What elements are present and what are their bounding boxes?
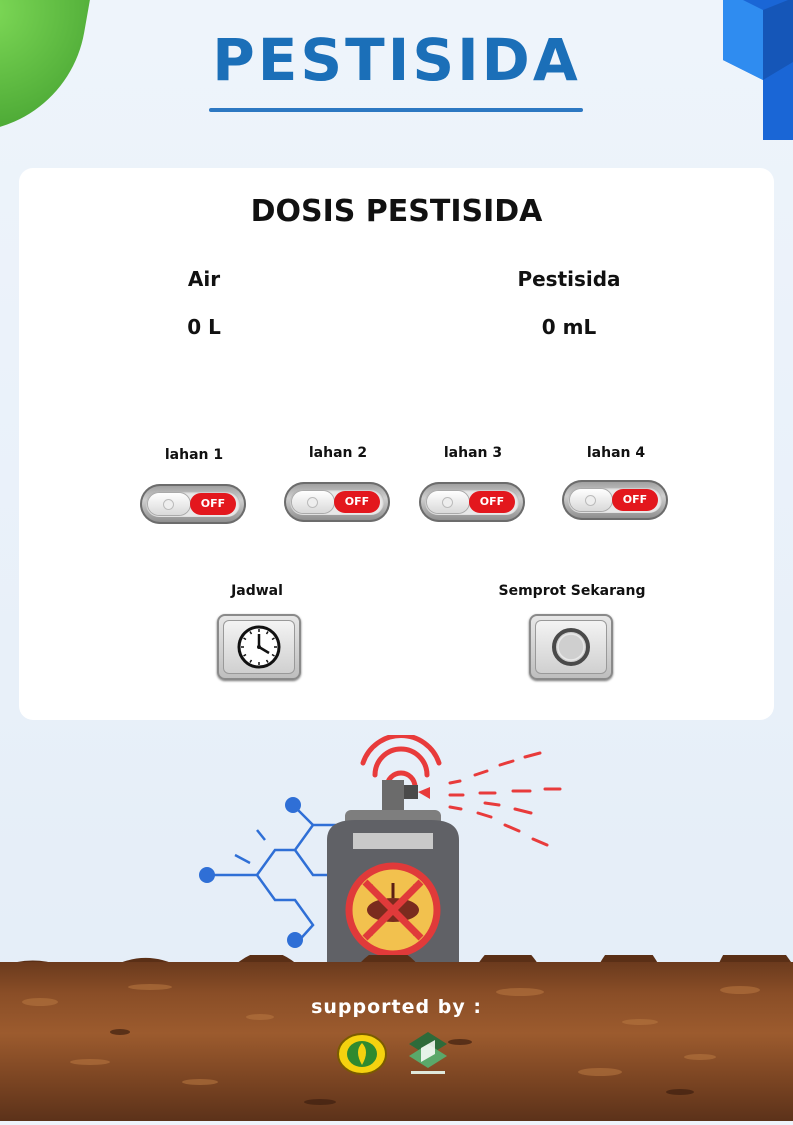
- land-4-label: lahan 4: [586, 445, 646, 461]
- water-value: 0 L: [187, 315, 221, 339]
- ministry-logo: [337, 1033, 387, 1075]
- toggle-state: OFF: [612, 489, 658, 511]
- molecule-node: [199, 867, 215, 883]
- land-3-label: lahan 3: [443, 445, 503, 461]
- schedule-label: Jadwal: [231, 583, 283, 599]
- water-label: Air: [187, 267, 221, 291]
- pesticide-value: 0 mL: [541, 315, 597, 339]
- toggle-knob: [570, 489, 612, 511]
- land-3-toggle[interactable]: OFF: [419, 482, 525, 522]
- spray-now-button[interactable]: [529, 614, 613, 680]
- molecule-node: [285, 797, 301, 813]
- cube-decoration: [723, 0, 793, 140]
- pesticide-label: Pestisida: [517, 267, 621, 291]
- dosage-card: DOSIS PESTISIDA Air 0 L Pestisida 0 mL l…: [19, 168, 774, 720]
- land-4-toggle[interactable]: OFF: [562, 480, 668, 520]
- title-underline: [209, 108, 583, 112]
- spray-button-face: [535, 620, 607, 674]
- land-2-toggle[interactable]: OFF: [284, 482, 390, 522]
- page-title: PESTISIDA: [212, 26, 581, 94]
- soil-background: [0, 962, 793, 1121]
- toggle-knob: [148, 493, 190, 515]
- toggle-state: OFF: [334, 491, 380, 513]
- agro-logo: [409, 1032, 447, 1074]
- schedule-button-face: [223, 620, 295, 674]
- circle-button-icon: [552, 628, 590, 666]
- land-1-toggle[interactable]: OFF: [140, 484, 246, 524]
- schedule-button[interactable]: [217, 614, 301, 680]
- molecule-node: [287, 932, 303, 948]
- card-title: DOSIS PESTISIDA: [250, 194, 543, 229]
- clock-icon: [237, 625, 281, 669]
- spray-now-label: Semprot Sekarang: [498, 583, 646, 599]
- pesticide-spray-can-icon: [199, 735, 562, 970]
- land-1-label: lahan 1: [164, 447, 224, 463]
- toggle-knob: [427, 491, 469, 513]
- toggle-state: OFF: [190, 493, 236, 515]
- soil-texture: [22, 984, 760, 1105]
- toggle-state: OFF: [469, 491, 515, 513]
- supported-by-label: supported by :: [311, 996, 482, 1018]
- land-2-label: lahan 2: [308, 445, 368, 461]
- toggle-knob: [292, 491, 334, 513]
